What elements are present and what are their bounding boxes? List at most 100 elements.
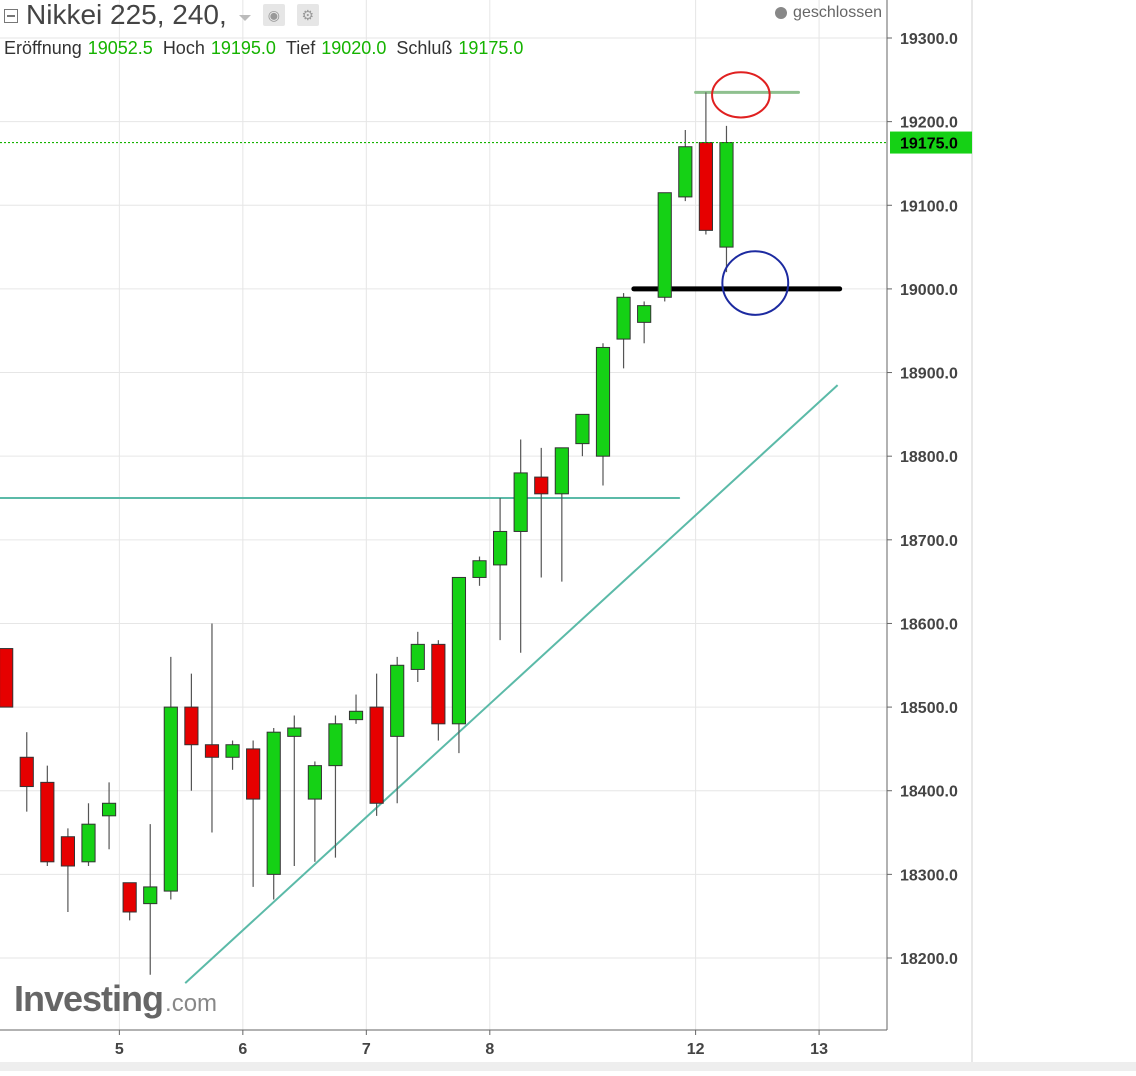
candle-body-up — [163, 706, 178, 892]
candle-body-up — [101, 802, 117, 817]
candle-body-down — [184, 706, 199, 746]
candle-body-down — [698, 142, 713, 231]
chart-header: Nikkei 225, 240, ◉ ⚙ — [4, 0, 319, 30]
candle-body-up — [328, 723, 343, 767]
logo-main: Investing — [14, 978, 164, 1019]
candle-body-up — [81, 823, 96, 863]
candle[interactable] — [410, 631, 425, 682]
collapse-icon[interactable] — [4, 9, 18, 23]
candle[interactable] — [595, 343, 611, 486]
open-value: 19052.5 — [87, 38, 153, 58]
y-tick-label: 19200.0 — [900, 115, 958, 132]
candle-body-down — [40, 781, 55, 863]
candle[interactable] — [575, 413, 590, 457]
chart-title: Nikkei 225, 240, — [26, 0, 227, 30]
candle[interactable] — [266, 728, 281, 900]
candle[interactable] — [493, 498, 508, 641]
candle-body-up — [287, 727, 302, 737]
candle[interactable] — [431, 640, 446, 741]
y-tick-label: 18800.0 — [900, 449, 958, 466]
candle[interactable] — [513, 439, 528, 653]
candle[interactable] — [719, 125, 734, 273]
candle[interactable] — [554, 447, 569, 582]
candle[interactable] — [678, 130, 693, 202]
candle[interactable] — [657, 192, 672, 302]
chevron-down-icon[interactable] — [238, 15, 251, 21]
candle[interactable] — [472, 556, 487, 586]
candle-body-up — [307, 765, 322, 800]
candle-body-up — [143, 886, 158, 905]
candle[interactable] — [451, 576, 467, 754]
candle-body-up — [513, 472, 528, 532]
candle[interactable] — [0, 648, 14, 708]
y-tick-label: 18300.0 — [900, 867, 958, 884]
candle[interactable] — [390, 656, 405, 804]
candle[interactable] — [246, 740, 261, 887]
current-price-label: 19175.0 — [900, 136, 958, 153]
candle[interactable] — [204, 623, 220, 833]
candle[interactable] — [143, 824, 158, 975]
candle-body-up — [554, 447, 569, 495]
y-tick-label: 18400.0 — [900, 784, 958, 801]
blue-circle[interactable] — [721, 250, 790, 316]
candle-body-up — [410, 643, 425, 670]
drawings-layer — [0, 90, 843, 984]
y-tick-label: 19100.0 — [900, 198, 958, 215]
x-tick-label: 7 — [362, 1041, 371, 1058]
y-tick-label: 19000.0 — [900, 282, 958, 299]
candle-body-down — [0, 648, 14, 708]
x-tick-label: 13 — [810, 1041, 828, 1058]
candle-body-down — [19, 756, 34, 788]
candle-body-up — [595, 346, 611, 457]
candle-body-up — [575, 413, 590, 445]
candle[interactable] — [225, 740, 240, 770]
high-label: Hoch — [162, 38, 205, 58]
candle[interactable] — [101, 782, 117, 850]
uptrend-trendline[interactable] — [184, 384, 839, 984]
y-tick-label: 18700.0 — [900, 533, 958, 550]
candle-body-up — [266, 731, 281, 875]
ohlc-readout: Eröffnung 19052.5 Hoch 19195.0 Tief 19020.0 Sc… — [4, 38, 533, 59]
candle[interactable] — [637, 301, 652, 344]
open-label: Eröffnung — [4, 38, 82, 58]
bottom-strip — [0, 1062, 1136, 1071]
candle[interactable] — [307, 761, 322, 862]
candle[interactable] — [698, 92, 713, 235]
candle[interactable] — [163, 656, 178, 900]
candles-layer — [0, 92, 734, 975]
candle-body-up — [472, 560, 487, 578]
candle[interactable] — [534, 447, 549, 578]
candle[interactable] — [184, 673, 199, 791]
candle[interactable] — [369, 673, 384, 816]
high-value: 19195.0 — [210, 38, 276, 58]
current-price-tag: 19175.0 — [890, 131, 972, 154]
y-tick-label: 19300.0 — [900, 31, 958, 48]
candle-body-up — [637, 305, 652, 323]
status-text: geschlossen — [793, 4, 882, 21]
close-value: 19175.0 — [458, 38, 524, 58]
candle-body-down — [369, 706, 384, 804]
eye-icon[interactable]: ◉ — [262, 4, 285, 26]
x-tick-label: 6 — [238, 1041, 247, 1058]
candle[interactable] — [122, 882, 137, 921]
candle[interactable] — [287, 715, 302, 866]
candle[interactable] — [616, 293, 631, 369]
candle-body-down — [204, 744, 220, 758]
close-label: Schluß — [396, 38, 453, 58]
gear-icon[interactable]: ⚙ — [296, 4, 319, 26]
candle[interactable] — [60, 828, 75, 912]
candle[interactable] — [81, 803, 96, 866]
y-tick-label: 18600.0 — [900, 616, 958, 633]
candle-body-down — [60, 836, 75, 867]
candle[interactable] — [19, 732, 34, 812]
candle-body-up — [719, 142, 734, 248]
market-status: geschlossen — [775, 4, 882, 22]
low-label: Tief — [285, 38, 316, 58]
red-circle[interactable] — [711, 71, 771, 119]
candle[interactable] — [348, 694, 364, 724]
candle-body-down — [122, 882, 137, 913]
candle[interactable] — [40, 765, 55, 866]
candle[interactable] — [328, 715, 343, 858]
